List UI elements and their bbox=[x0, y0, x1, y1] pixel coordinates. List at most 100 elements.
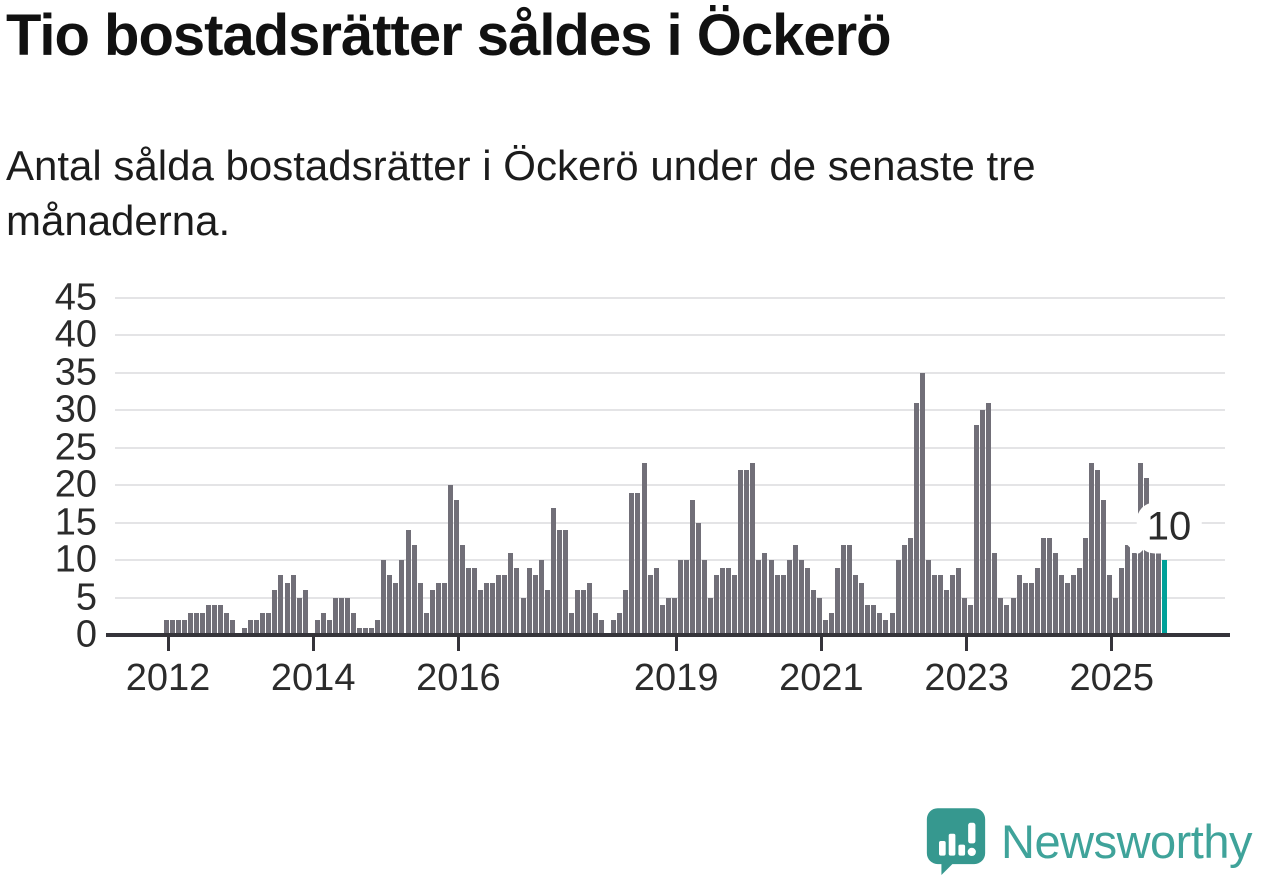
bar bbox=[635, 492, 641, 635]
y-axis-tick-label: 20 bbox=[54, 463, 97, 506]
bar bbox=[950, 575, 955, 635]
bar bbox=[629, 492, 635, 635]
bar bbox=[260, 612, 266, 635]
bar bbox=[1107, 575, 1113, 635]
bar bbox=[272, 590, 278, 635]
bar bbox=[568, 612, 574, 635]
bar bbox=[302, 590, 308, 635]
bar bbox=[284, 582, 290, 635]
bar bbox=[919, 372, 925, 635]
bar bbox=[574, 590, 580, 635]
bar bbox=[314, 620, 320, 635]
bar bbox=[526, 567, 532, 635]
bar bbox=[1004, 605, 1010, 635]
x-axis-tick bbox=[674, 637, 678, 651]
x-axis-tick bbox=[166, 637, 170, 651]
bar bbox=[163, 620, 169, 635]
bar bbox=[242, 627, 248, 635]
bar bbox=[726, 567, 732, 635]
bar bbox=[211, 605, 217, 635]
x-axis-tick-label-2014: 2014 bbox=[270, 657, 356, 699]
bar bbox=[750, 462, 756, 635]
bar bbox=[411, 545, 417, 635]
bar bbox=[417, 582, 423, 635]
gridline-y-30 bbox=[115, 409, 1225, 411]
bar bbox=[248, 620, 254, 635]
x-axis-tick-label-2025: 2025 bbox=[1069, 657, 1155, 699]
bar bbox=[532, 575, 538, 635]
gridline-y-10 bbox=[115, 559, 1225, 561]
bar bbox=[193, 612, 199, 635]
bar bbox=[326, 620, 332, 635]
bar bbox=[774, 575, 780, 635]
gridline-y-15 bbox=[115, 521, 1225, 524]
bar bbox=[332, 597, 338, 635]
bar bbox=[1052, 552, 1058, 635]
chart-subtitle: Antal sålda bostadsrätter i Öckerö under… bbox=[6, 142, 1036, 245]
bar bbox=[278, 575, 284, 635]
bar bbox=[290, 575, 296, 635]
bar bbox=[780, 575, 786, 635]
bar bbox=[320, 612, 326, 635]
x-axis-tick-label-2023: 2023 bbox=[924, 657, 1009, 699]
bar bbox=[345, 597, 350, 635]
x-axis-tick bbox=[1110, 637, 1114, 651]
bar bbox=[1155, 545, 1161, 635]
bar bbox=[732, 575, 738, 635]
bar bbox=[1095, 470, 1101, 635]
bar bbox=[665, 597, 671, 635]
bar bbox=[901, 545, 907, 635]
bar bbox=[230, 620, 236, 635]
bar bbox=[1058, 575, 1064, 635]
bar bbox=[841, 545, 847, 635]
bar bbox=[338, 597, 344, 635]
bar bbox=[931, 575, 937, 635]
bar bbox=[562, 530, 568, 635]
bar bbox=[508, 552, 514, 635]
bar bbox=[889, 612, 895, 635]
bar bbox=[363, 627, 369, 635]
bar bbox=[1034, 567, 1040, 635]
bar bbox=[1149, 545, 1155, 635]
bar bbox=[720, 567, 726, 635]
bar bbox=[1010, 597, 1016, 635]
bar bbox=[387, 575, 393, 635]
bar bbox=[254, 620, 260, 635]
bar bbox=[593, 612, 598, 635]
bar bbox=[199, 612, 205, 635]
bar bbox=[907, 537, 913, 635]
bar bbox=[659, 605, 665, 635]
bar bbox=[1028, 582, 1034, 635]
bar bbox=[1143, 477, 1149, 635]
bar bbox=[756, 560, 762, 635]
gridline-y-25 bbox=[115, 446, 1225, 449]
bar bbox=[520, 597, 526, 635]
bar bbox=[478, 590, 484, 635]
bar bbox=[1125, 545, 1131, 635]
bar bbox=[405, 530, 411, 635]
bar bbox=[865, 605, 871, 635]
bar bbox=[853, 575, 859, 635]
bar bbox=[943, 590, 949, 635]
bar bbox=[762, 552, 768, 635]
page-title: Tio bostadsrätter såldes i Öckerö bbox=[6, 3, 892, 68]
bar bbox=[423, 612, 429, 635]
gridline-y-20 bbox=[115, 484, 1225, 486]
bar bbox=[224, 612, 229, 635]
bar bbox=[1022, 582, 1028, 635]
bar bbox=[895, 560, 901, 635]
bar bbox=[968, 605, 974, 635]
bar bbox=[472, 567, 478, 635]
bar bbox=[453, 500, 459, 635]
bar bbox=[992, 552, 998, 635]
bar bbox=[877, 612, 883, 635]
bar bbox=[714, 575, 719, 635]
bar-current-period bbox=[1161, 560, 1167, 635]
last-value-annotation: 10 bbox=[1136, 502, 1202, 554]
bar bbox=[429, 590, 435, 635]
bar bbox=[1071, 575, 1076, 635]
bar bbox=[1046, 537, 1052, 635]
y-axis-tick-label: 40 bbox=[54, 313, 97, 356]
bar bbox=[701, 560, 707, 635]
